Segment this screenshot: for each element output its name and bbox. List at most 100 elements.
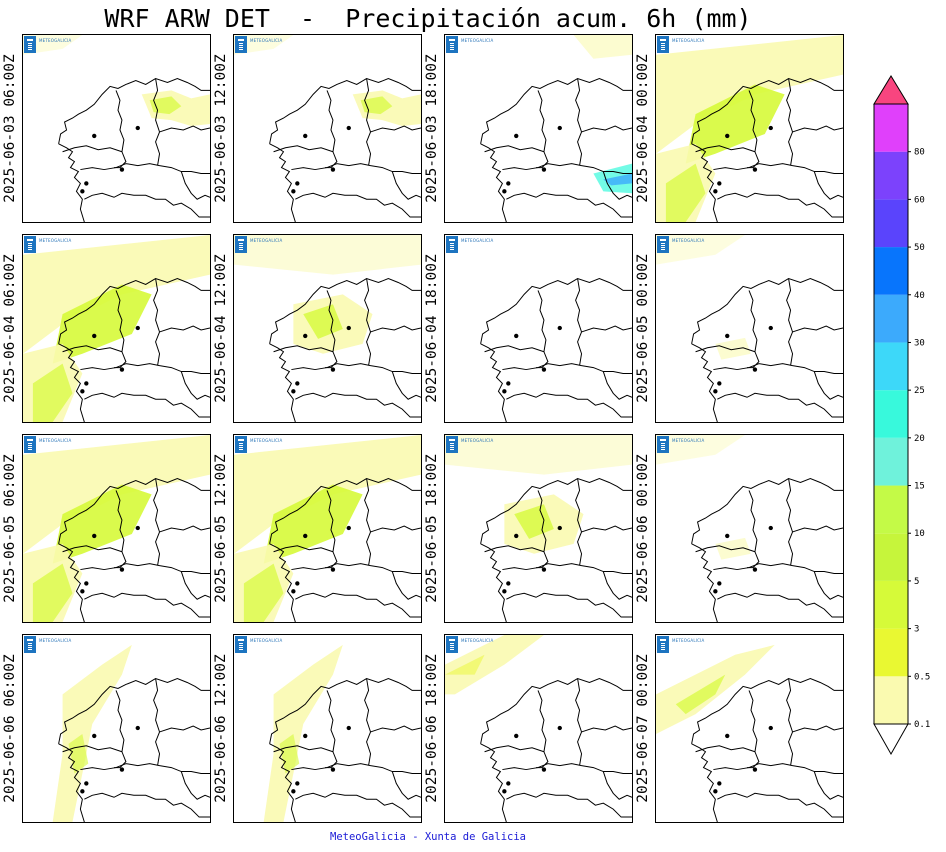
city-marker <box>84 381 89 386</box>
meteogalicia-logo-icon <box>235 36 247 53</box>
city-marker <box>752 767 758 772</box>
city-marker <box>119 367 125 372</box>
city-marker <box>84 781 89 786</box>
meteogalicia-logo-icon <box>235 436 247 453</box>
city-marker <box>295 781 300 786</box>
meteogalicia-logo-icon <box>235 236 247 253</box>
map-panel: METEOGALICIA <box>22 634 211 823</box>
city-marker <box>303 733 308 739</box>
precipitation-map <box>656 235 843 422</box>
precipitation-map <box>23 435 210 622</box>
map-panel: METEOGALICIA <box>444 634 633 823</box>
city-marker <box>135 125 140 131</box>
city-marker <box>330 567 336 572</box>
city-marker <box>295 181 300 186</box>
city-marker <box>725 133 730 139</box>
meteogalicia-logo-icon <box>446 36 458 53</box>
colorbar-segment <box>874 676 908 724</box>
city-marker <box>80 189 85 194</box>
colorbar-under-triangle <box>873 723 909 756</box>
panel-time-label: 2025-06-05 06:00Z <box>2 454 18 603</box>
colorbar-tick-label: 25 <box>914 386 925 396</box>
map-panel: METEOGALICIA <box>444 34 633 223</box>
map-panel: METEOGALICIA <box>233 634 422 823</box>
logo-text: METEOGALICIA <box>39 238 72 243</box>
city-marker <box>346 325 351 331</box>
precipitation-colorbar: 0.1 0.5 3 5 10 15 20 25 30 40 50 60 80 <box>873 75 930 756</box>
city-marker <box>514 533 519 539</box>
colorbar-tick-label: 5 <box>914 577 919 587</box>
city-marker <box>506 381 511 386</box>
logo-text: METEOGALICIA <box>461 38 494 43</box>
city-marker <box>557 525 562 531</box>
city-marker <box>295 381 300 386</box>
colorbar-segment <box>874 151 908 200</box>
map-panel: METEOGALICIA <box>655 634 844 823</box>
city-marker <box>502 589 507 594</box>
panel-time-label: 2025-06-06 06:00Z <box>2 654 18 803</box>
logo-text: METEOGALICIA <box>672 438 705 443</box>
city-marker <box>80 389 85 394</box>
city-marker <box>291 789 296 794</box>
city-marker <box>752 567 758 572</box>
chart-title: WRF ARW DET - Precipitación acum. 6h (mm… <box>104 4 752 33</box>
precipitation-map <box>656 435 843 622</box>
meteogalicia-logo-icon <box>657 436 669 453</box>
meteogalicia-logo-icon <box>446 436 458 453</box>
colorbar-tick-label: 0.5 <box>914 672 930 682</box>
city-marker <box>135 325 140 331</box>
city-marker <box>557 725 562 731</box>
panel-time-label: 2025-06-03 06:00Z <box>2 54 18 203</box>
map-panel: METEOGALICIA <box>22 434 211 623</box>
city-marker <box>346 125 351 131</box>
city-marker <box>303 533 308 539</box>
city-marker <box>713 589 718 594</box>
panel-time-label: 2025-06-07 00:00Z <box>635 654 651 803</box>
colorbar-segment <box>874 580 908 629</box>
map-panel: METEOGALICIA <box>233 34 422 223</box>
map-panel: METEOGALICIA <box>655 34 844 223</box>
logo-text: METEOGALICIA <box>461 638 494 643</box>
colorbar-tick-label: 40 <box>914 291 925 301</box>
city-marker <box>291 189 296 194</box>
logo-text: METEOGALICIA <box>672 638 705 643</box>
city-marker <box>84 581 89 586</box>
city-marker <box>92 733 97 739</box>
precipitation-map <box>234 235 421 422</box>
map-panel: METEOGALICIA <box>233 434 422 623</box>
city-marker <box>135 525 140 531</box>
city-marker <box>768 725 773 731</box>
panel-time-label: 2025-06-06 00:00Z <box>635 454 651 603</box>
city-marker <box>557 125 562 131</box>
map-panel: METEOGALICIA <box>22 34 211 223</box>
logo-text: METEOGALICIA <box>250 438 283 443</box>
colorbar-tick-label: 15 <box>914 482 925 492</box>
city-marker <box>541 567 547 572</box>
city-marker <box>713 189 718 194</box>
city-marker <box>84 181 89 186</box>
city-marker <box>330 767 336 772</box>
precipitation-map <box>234 435 421 622</box>
city-marker <box>514 733 519 739</box>
colorbar-segment <box>874 437 908 486</box>
city-marker <box>717 781 722 786</box>
panel-time-label: 2025-06-04 18:00Z <box>424 254 440 403</box>
precipitation-map <box>445 635 632 822</box>
meteogalicia-logo-icon <box>657 236 669 253</box>
colorbar-tick-label: 80 <box>914 148 925 158</box>
meteogalicia-logo-icon <box>657 636 669 653</box>
logo-text: METEOGALICIA <box>250 38 283 43</box>
precipitation-map <box>234 35 421 222</box>
meteogalicia-logo-icon <box>24 636 36 653</box>
city-marker <box>303 333 308 339</box>
panel-time-label: 2025-06-05 12:00Z <box>213 454 229 603</box>
colorbar-tick-label: 20 <box>914 434 925 444</box>
map-panel: METEOGALICIA <box>655 234 844 423</box>
footer-credit: MeteoGalicia - Xunta de Galicia <box>330 831 526 843</box>
logo-text: METEOGALICIA <box>39 638 72 643</box>
city-marker <box>330 167 336 172</box>
colorbar-segment <box>874 342 908 391</box>
city-marker <box>725 733 730 739</box>
logo-text: METEOGALICIA <box>250 238 283 243</box>
city-marker <box>92 333 97 339</box>
